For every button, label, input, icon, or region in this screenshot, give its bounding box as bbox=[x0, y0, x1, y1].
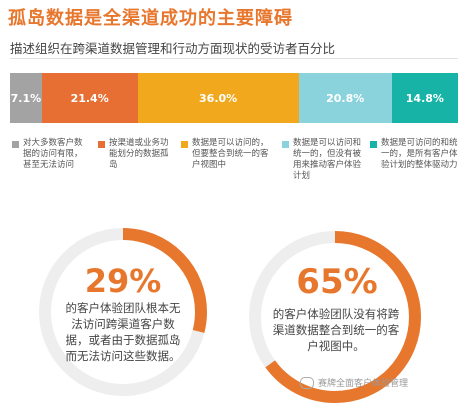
data-label: 21.4% bbox=[70, 91, 109, 105]
data-label: 14.8% bbox=[405, 91, 444, 105]
stat-ring-65 bbox=[249, 231, 421, 403]
legend-label: 对大多数客户数据的访问有限，甚至无法访问 bbox=[23, 138, 83, 170]
stat-ring-29 bbox=[39, 228, 207, 396]
bar-segment: 21.4% bbox=[41, 73, 138, 123]
ring-progress bbox=[39, 228, 207, 396]
chart-subtitle: 描述组织在跨渠道数据管理和行动方面现状的受访者百分比 bbox=[10, 41, 336, 56]
legend-item: 数据是可以访问和统一的，但没有被用来推动客户体验计划 bbox=[282, 138, 362, 182]
stat-percent: 65% bbox=[296, 262, 378, 302]
legend-label: 数据是可以访问和统一的，但没有被用来推动客户体验计划 bbox=[293, 138, 362, 181]
legend-swatch bbox=[370, 141, 377, 148]
data-label: 7.1% bbox=[10, 91, 42, 105]
wechat-icon bbox=[300, 376, 314, 389]
divider bbox=[10, 58, 458, 59]
legend-item: 数据是可以访问的，但要整合到统一的客户视图中 bbox=[181, 138, 273, 171]
bar-segment: 36.0% bbox=[137, 73, 299, 123]
watermark: 赛牌全面客户体验管理 bbox=[300, 376, 408, 389]
bar-segment: 7.1% bbox=[10, 73, 42, 123]
watermark-text: 赛牌全面客户体验管理 bbox=[318, 379, 409, 389]
legend-swatch bbox=[282, 141, 289, 148]
bar-segment: 14.8% bbox=[391, 73, 458, 123]
data-label: 20.8% bbox=[326, 91, 365, 105]
stat-percent: 29% bbox=[84, 262, 162, 300]
legend-swatch bbox=[98, 141, 105, 148]
legend-swatch bbox=[12, 141, 19, 148]
bar-segment: 20.8% bbox=[298, 73, 392, 123]
legend-label: 按渠道或业务功能划分的数据孤岛 bbox=[109, 138, 169, 170]
ring-progress bbox=[249, 231, 421, 403]
stat-caption: 的客户体验团队没有将跨渠道数据整合到统一的客户视图中。 bbox=[272, 307, 400, 353]
legend-item: 数据是可访问的和统一的，是所有客户体验计划的整体驱动力 bbox=[370, 138, 460, 171]
stacked-bar: 7.1% 21.4% 36.0% 20.8% 14.8% bbox=[10, 73, 458, 123]
legend-item: 对大多数客户数据的访问有限，甚至无法访问 bbox=[12, 138, 90, 171]
data-label: 36.0% bbox=[199, 91, 238, 105]
legend-label: 数据是可访问的和统一的，是所有客户体验计划的整体驱动力 bbox=[381, 138, 458, 170]
legend-label: 数据是可以访问的，但要整合到统一的客户视图中 bbox=[192, 138, 269, 170]
legend-swatch bbox=[181, 141, 188, 148]
legend-item: 按渠道或业务功能划分的数据孤岛 bbox=[98, 138, 176, 171]
chart-title: 孤岛数据是全渠道成功的主要障碍 bbox=[8, 8, 293, 29]
stat-caption: 的客户体验团队根本无法访问跨渠道客户数据，或者由于数据孤岛而无法访问这些数据。 bbox=[65, 301, 181, 363]
